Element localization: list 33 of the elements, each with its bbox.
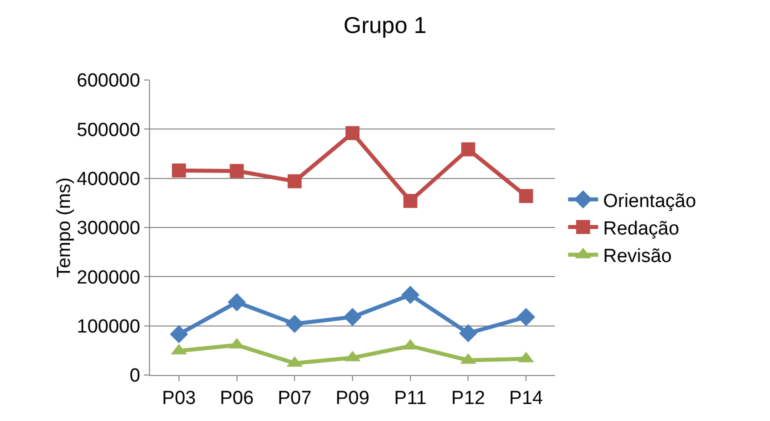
point — [343, 308, 362, 326]
point — [403, 194, 418, 208]
point — [461, 142, 476, 156]
y-tick-label: 500000 — [76, 120, 140, 141]
point — [401, 286, 420, 304]
y-axis-title: Tempo (ms) — [54, 177, 75, 278]
point — [519, 189, 534, 204]
point — [516, 308, 536, 326]
y-tick-label: 600000 — [76, 70, 140, 92]
point — [286, 314, 304, 333]
y-tick-label: 200000 — [76, 267, 140, 288]
legend-label: Redação — [603, 218, 680, 240]
x-tick-label: P11 — [394, 388, 427, 409]
legend-label: Revisão — [603, 246, 672, 268]
y-tick-label: 100000 — [76, 316, 140, 338]
point — [172, 163, 186, 178]
point — [459, 324, 478, 342]
point — [170, 325, 188, 344]
y-tick-label: 400000 — [76, 168, 140, 190]
point — [346, 126, 360, 140]
y-tick-label: 300000 — [76, 218, 140, 240]
x-tick-label: P12 — [451, 388, 486, 409]
x-tick-label: P14 — [509, 388, 544, 409]
point — [230, 164, 244, 178]
legend-label: Orientação — [603, 190, 696, 212]
point — [288, 174, 302, 188]
chart-title: Grupo 1 — [343, 12, 427, 38]
x-tick-label: P07 — [278, 388, 312, 409]
x-tick-label: P09 — [336, 388, 370, 409]
x-tick-label: P03 — [162, 388, 196, 409]
point — [228, 293, 246, 312]
x-tick-label: P06 — [220, 388, 254, 409]
y-tick-label: 0 — [130, 366, 140, 387]
